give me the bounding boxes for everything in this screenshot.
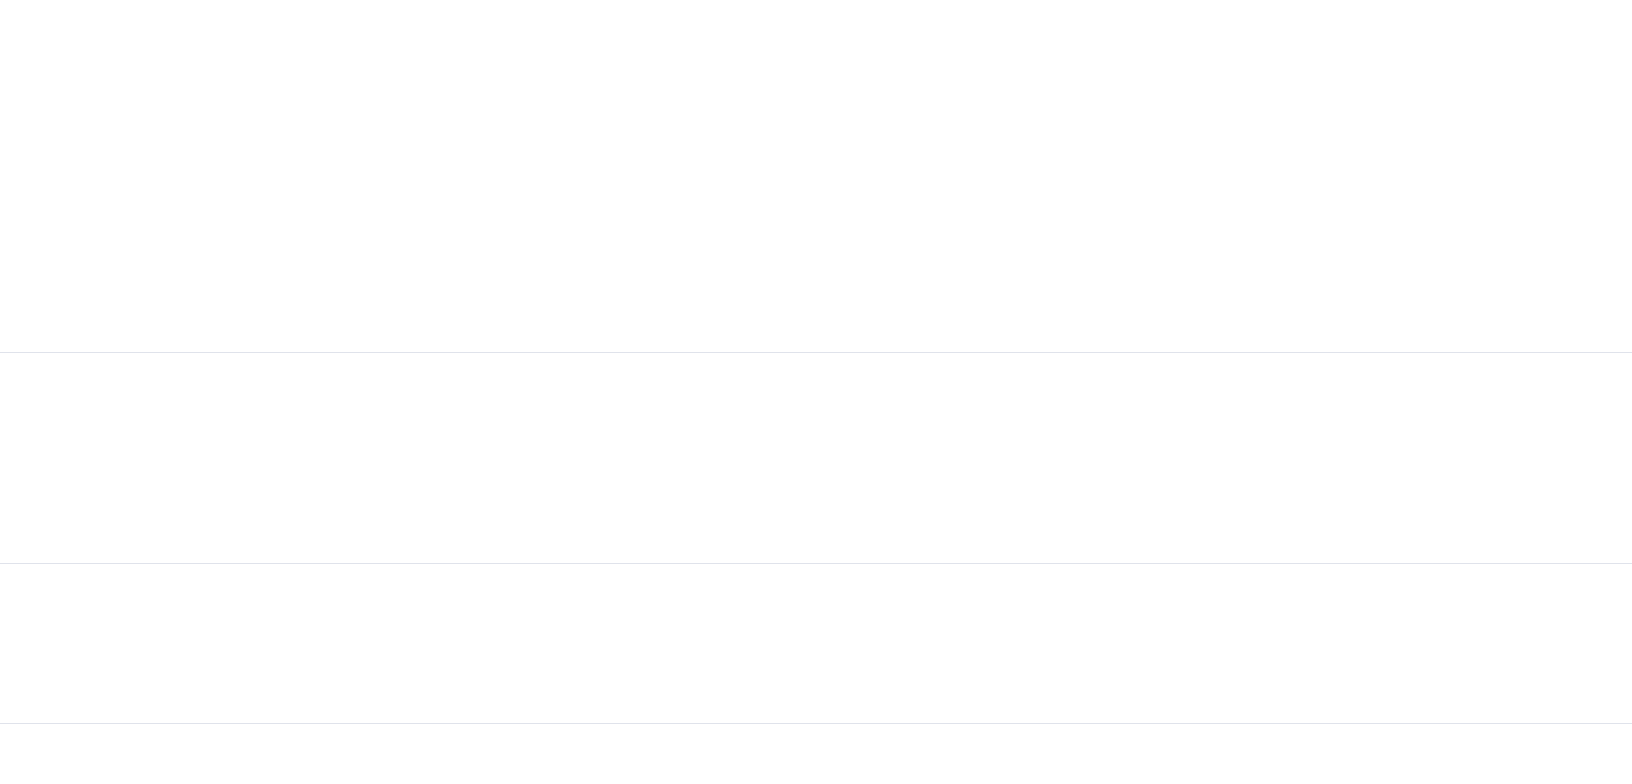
panel-divider-1: [0, 352, 1632, 353]
rsi-panel[interactable]: [0, 353, 1632, 563]
price-plot: [0, 0, 1632, 352]
panel-divider-2: [0, 563, 1632, 564]
adx-panel[interactable]: [0, 564, 1632, 723]
adx-plot: [0, 564, 1632, 723]
price-panel[interactable]: [0, 0, 1632, 352]
rsi-plot: [0, 353, 1632, 563]
price-scale[interactable]: [1524, 0, 1632, 723]
time-axis[interactable]: [0, 723, 1632, 784]
